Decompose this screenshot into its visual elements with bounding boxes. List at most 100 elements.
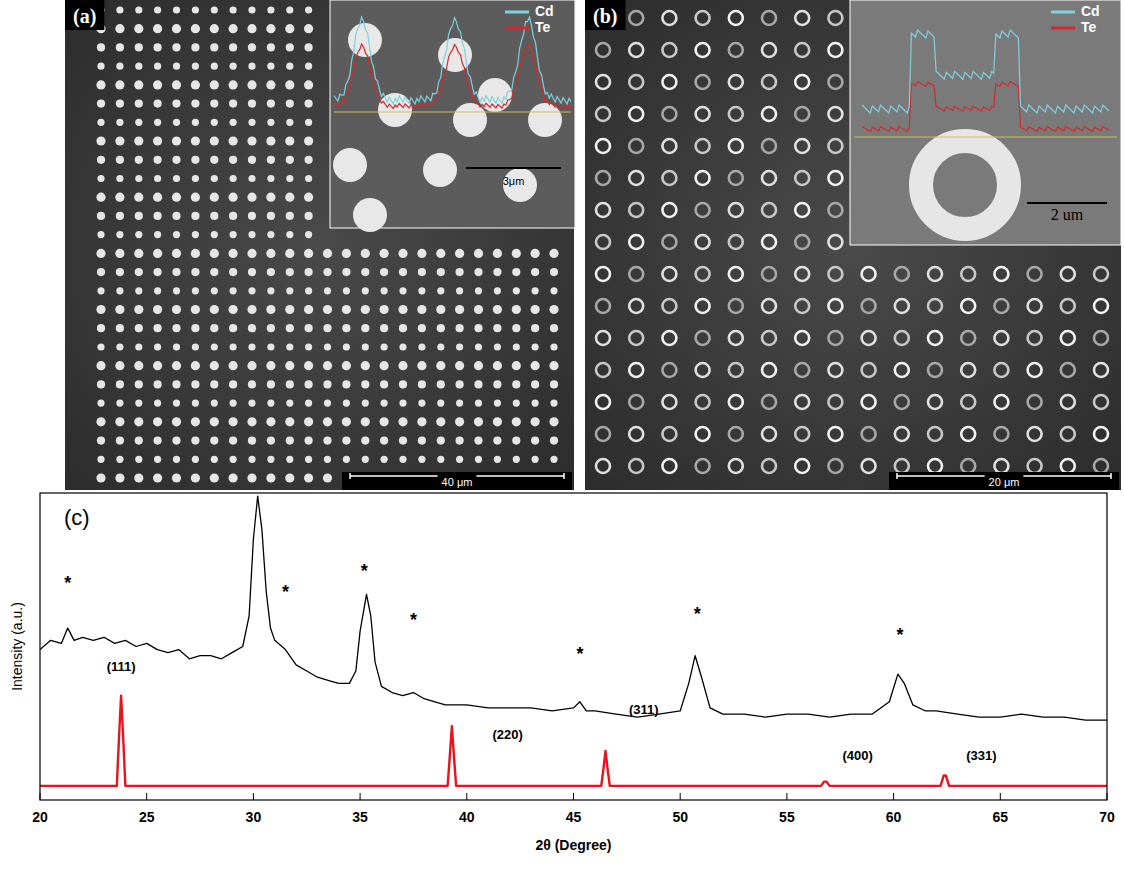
dot (398, 361, 407, 370)
ring (961, 395, 975, 409)
dot (342, 324, 350, 332)
dot (191, 212, 199, 220)
x-tick-label: 30 (246, 809, 262, 825)
dot (285, 305, 294, 314)
ring (629, 11, 643, 25)
dot (210, 193, 219, 202)
dot (267, 175, 274, 182)
dot (323, 437, 331, 445)
dot (474, 249, 483, 258)
inset: CdTe2 um (850, 0, 1121, 245)
dot (154, 343, 161, 350)
dot (266, 249, 275, 258)
ring (862, 299, 876, 313)
dot (229, 136, 238, 145)
ring (895, 299, 909, 313)
dot (512, 305, 521, 314)
ring (828, 139, 842, 153)
inset-dot (353, 198, 387, 232)
dot (437, 456, 444, 463)
dot (115, 80, 124, 89)
dot (154, 100, 162, 108)
dot (115, 193, 124, 202)
ring (662, 459, 676, 473)
dot (267, 212, 275, 220)
dot (267, 63, 274, 70)
x-tick (680, 793, 681, 800)
ring (662, 299, 676, 313)
dot (116, 324, 124, 332)
dot (153, 249, 162, 258)
dot (230, 400, 237, 407)
dot (191, 305, 200, 314)
dot (135, 268, 143, 276)
ring (1028, 427, 1042, 441)
ring (1028, 395, 1042, 409)
cd-profile (334, 17, 571, 104)
dot (494, 343, 501, 350)
dot (154, 400, 161, 407)
ring (596, 267, 610, 281)
dot (286, 380, 294, 388)
ring (1028, 363, 1042, 377)
dot (116, 437, 124, 445)
dot (286, 287, 293, 294)
dot (513, 400, 520, 407)
dot (513, 456, 520, 463)
ring (629, 203, 643, 217)
ring (629, 267, 643, 281)
dot (399, 380, 407, 388)
ring (762, 139, 776, 153)
dot (191, 193, 200, 202)
ring (961, 267, 975, 281)
ring (629, 427, 643, 441)
ring (795, 235, 809, 249)
ring (895, 459, 909, 473)
ring (696, 427, 710, 441)
ring (596, 395, 610, 409)
legend-swatch (505, 11, 529, 14)
dot (135, 6, 142, 13)
ring (994, 267, 1008, 281)
dot (456, 324, 464, 332)
dot (305, 212, 313, 220)
ring (762, 171, 776, 185)
panel-label: (a) (73, 5, 96, 28)
ring (729, 203, 743, 217)
dot (437, 287, 444, 294)
dot (305, 343, 312, 350)
dot (135, 343, 142, 350)
panel-label: (c) (64, 505, 90, 530)
ring (1028, 299, 1042, 313)
dot (418, 400, 425, 407)
dot (116, 456, 123, 463)
ring (1061, 395, 1075, 409)
dot (135, 231, 142, 238)
dot (230, 119, 237, 126)
dot (304, 249, 313, 258)
ring (862, 331, 876, 345)
panel-label-box (585, 0, 625, 30)
panel-label: (b) (593, 5, 617, 28)
ring (596, 459, 610, 473)
dot (494, 456, 501, 463)
dot (210, 417, 219, 426)
dot (531, 249, 540, 258)
dot (247, 136, 256, 145)
dot (210, 43, 218, 51)
dot (362, 400, 369, 407)
dot (248, 380, 256, 388)
dot (96, 305, 105, 314)
dot (549, 249, 558, 258)
ring (828, 75, 842, 89)
dot (532, 343, 539, 350)
ring (662, 395, 676, 409)
dot (267, 6, 274, 13)
panel-label-box (65, 0, 104, 30)
ring (729, 459, 743, 473)
dot (210, 380, 218, 388)
dot (398, 417, 407, 426)
dot (116, 212, 124, 220)
dot (229, 417, 238, 426)
ring (928, 459, 942, 473)
